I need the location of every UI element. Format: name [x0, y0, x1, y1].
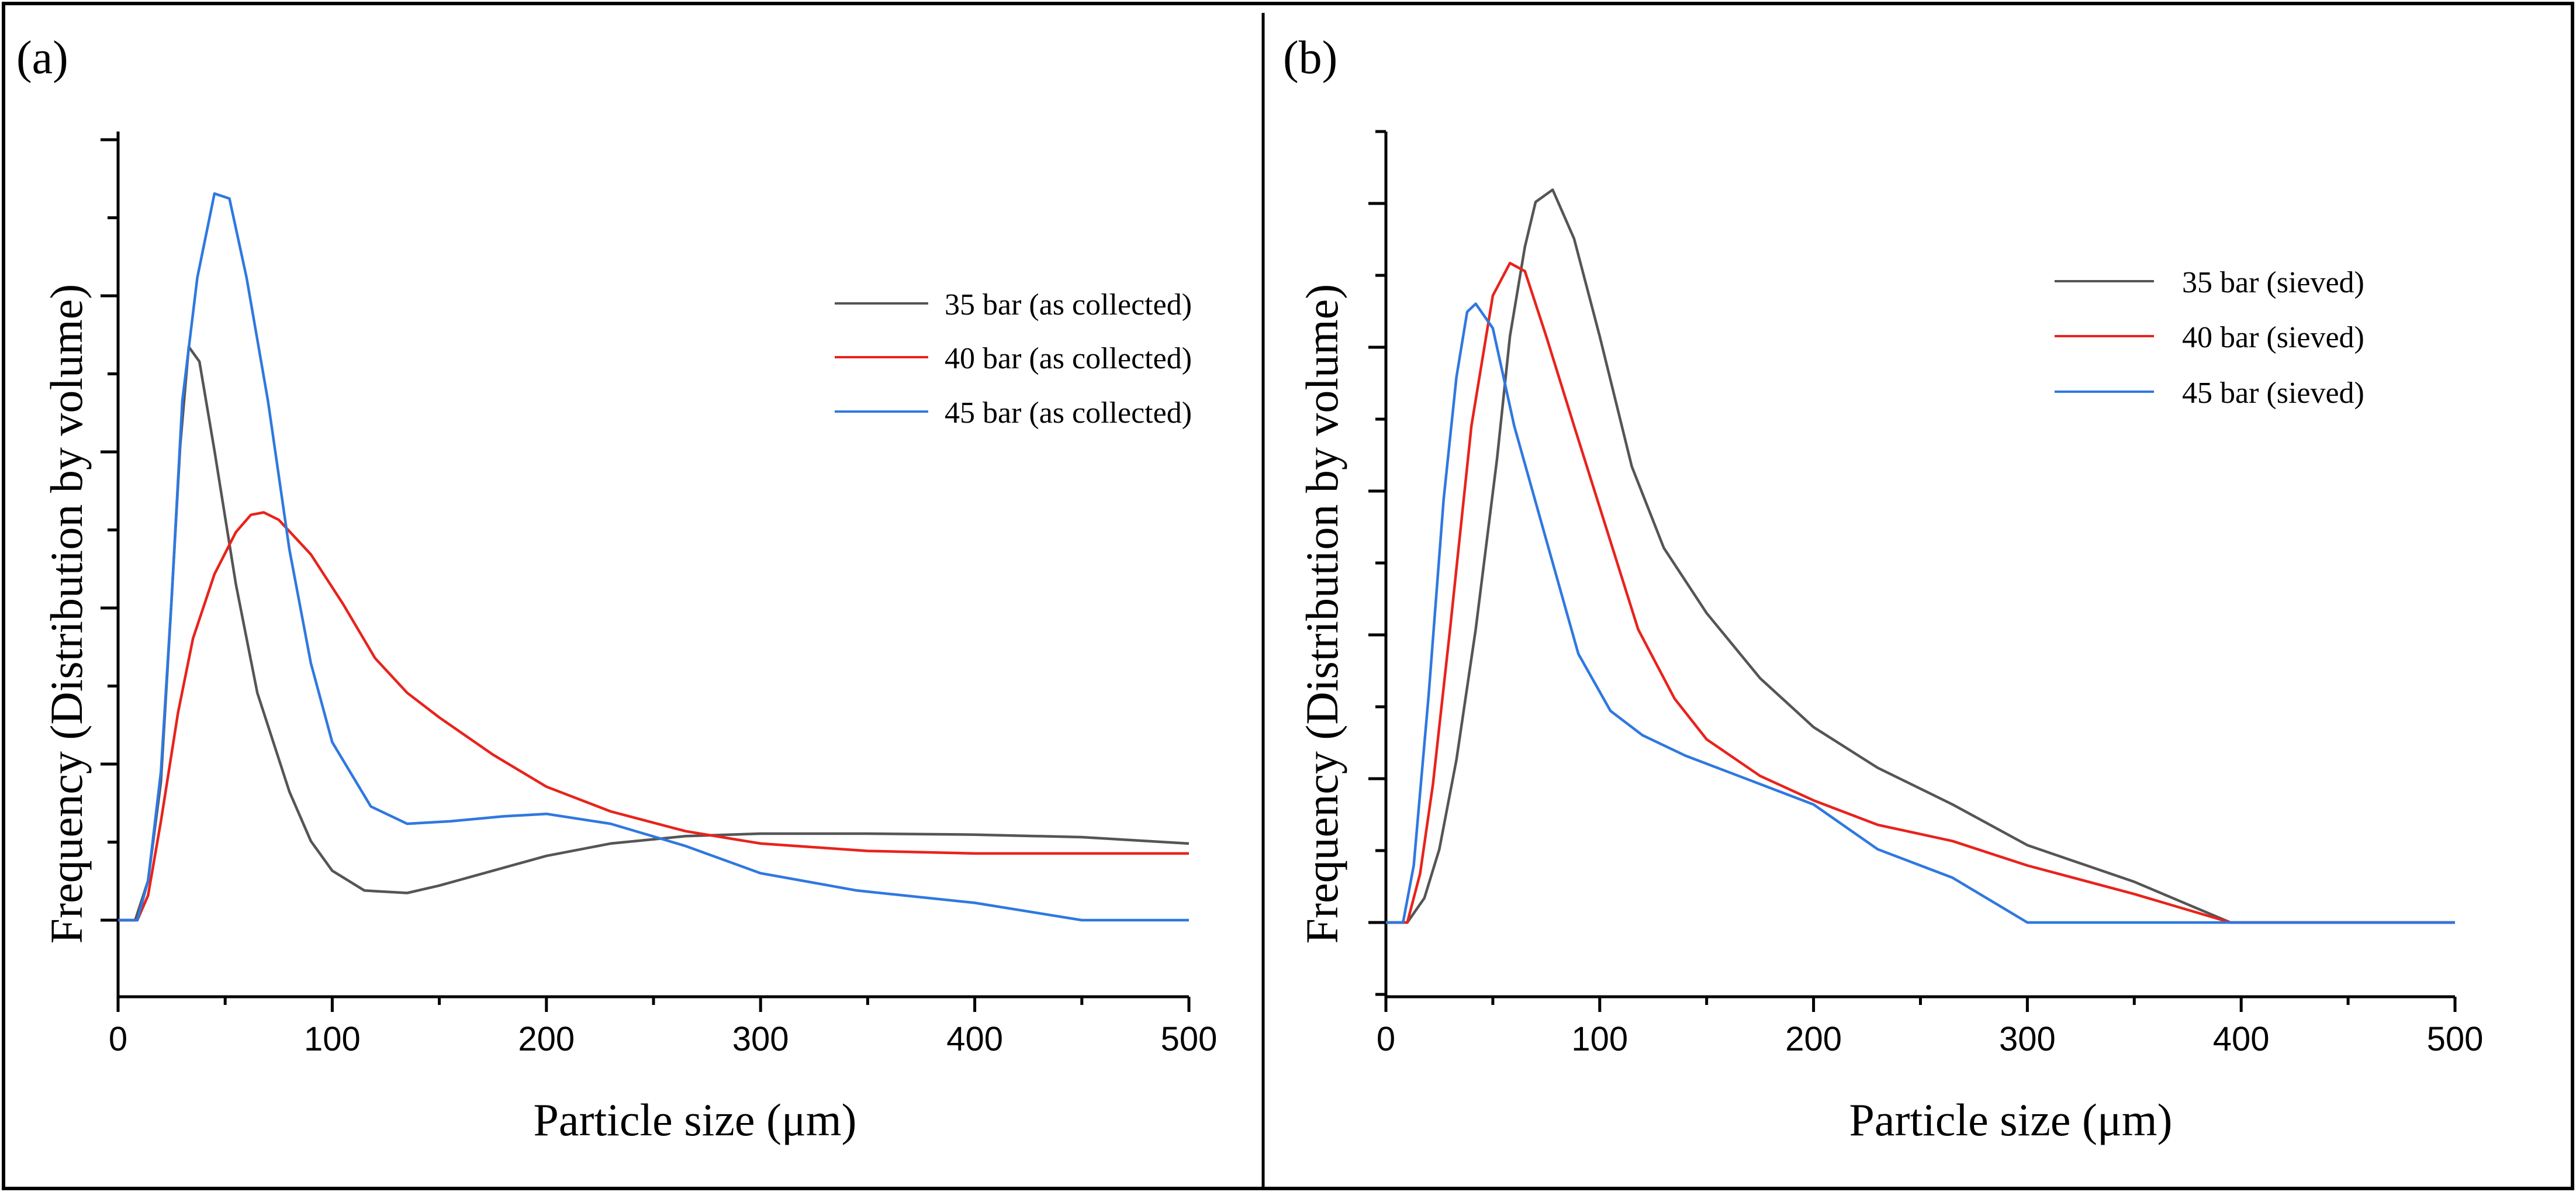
panel-b-axes: [1384, 132, 2455, 998]
panel-a-x-tick-label: 100: [304, 1020, 361, 1058]
legend-label-40-bar-sieved: 40 bar (sieved): [2182, 321, 2364, 354]
panel-b-lines: [1386, 188, 2455, 924]
legend-label-45-bar-as-collected: 45 bar (as collected): [945, 396, 1192, 430]
panel-label-b: (b): [1283, 32, 1337, 84]
panel-a-x-axis-title: Particle size (μm): [534, 1094, 857, 1145]
legend-label-45-bar-sieved: 45 bar (sieved): [2182, 376, 2364, 410]
panel-b-x-axis-title: Particle size (μm): [1849, 1094, 2173, 1145]
series-line-40-bar-sieved: [1386, 261, 2455, 924]
panel-a-x-tick-label: 500: [1161, 1020, 1218, 1058]
panel-a: (a) 0 100 200 300 400 500 Particle size (μm) …: [16, 32, 1217, 1145]
legend-label-35-bar-sieved: 35 bar (sieved): [2182, 266, 2364, 299]
panel-b-ticks: 0 100 200 300 400 500: [1368, 130, 2484, 1058]
series-line-45-bar-sieved: [1386, 302, 2455, 924]
panel-a-legend: 35 bar (as collected) 40 bar (as collect…: [835, 288, 1192, 430]
panel-b-x-tick-label: 500: [2427, 1020, 2484, 1058]
panel-a-x-tick-label: 300: [732, 1020, 789, 1058]
series-line-35-bar-sieved: [1386, 188, 2455, 924]
panel-b-legend: 35 bar (sieved) 40 bar (sieved) 45 bar (…: [2055, 266, 2364, 410]
panel-a-x-tick-label: 200: [518, 1020, 575, 1058]
panel-a-x-tick-label: 400: [946, 1020, 1003, 1058]
panel-b-x-tick-label: 200: [1785, 1020, 1842, 1058]
panel-b-x-tick-label: 400: [2213, 1020, 2270, 1058]
panel-a-ticks: 0 100 200 300 400 500: [101, 138, 1218, 1058]
legend-label-35-bar-as-collected: 35 bar (as collected): [945, 288, 1192, 322]
panel-a-axes: [116, 132, 1189, 998]
series-line-35-bar-as-collected: [118, 345, 1190, 922]
series-line-40-bar-as-collected: [118, 511, 1189, 922]
panel-label-a: (a): [16, 32, 68, 84]
panel-b-x-tick-label: 100: [1571, 1020, 1628, 1058]
panel-a-x-tick-label: 0: [109, 1020, 127, 1058]
panel-b-x-tick-label: 0: [1377, 1020, 1395, 1058]
panel-a-lines: [118, 192, 1190, 922]
panel-b-y-axis-title: Frequency (Distribution by volume): [1296, 284, 1347, 944]
series-line-45-bar-as-collected: [118, 192, 1189, 922]
panel-b-x-tick-label: 300: [1999, 1020, 2056, 1058]
legend-label-40-bar-as-collected: 40 bar (as collected): [945, 342, 1192, 375]
panel-b: (b) 0 100 200 300 400 500 Particle size (μm) …: [1283, 32, 2483, 1145]
panel-a-y-axis-title: Frequency (Distribution by volume): [41, 284, 92, 944]
